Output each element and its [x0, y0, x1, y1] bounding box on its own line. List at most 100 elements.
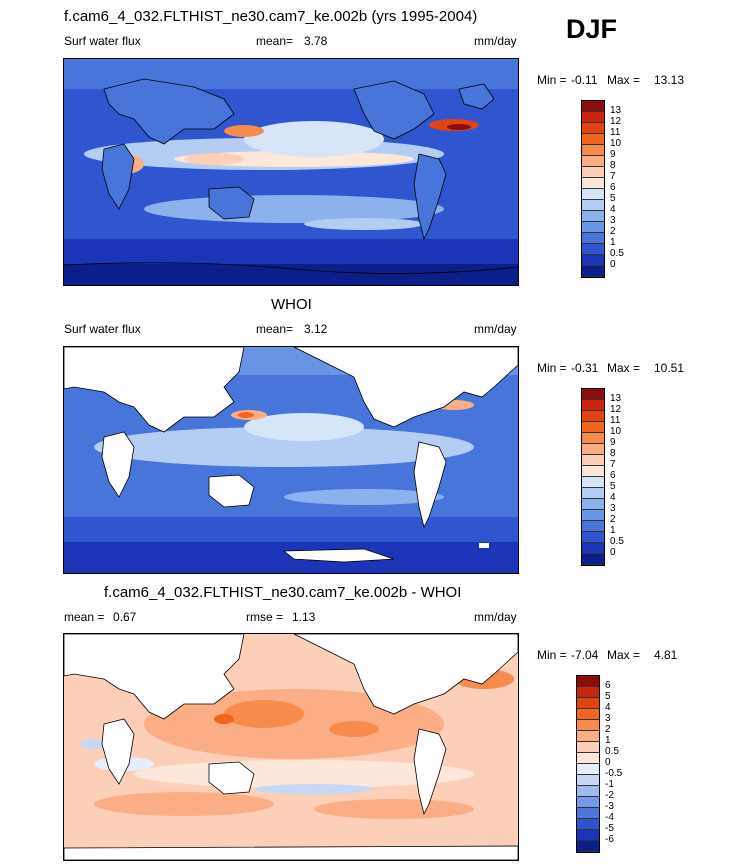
colorbar-swatch — [577, 775, 599, 786]
panel1-tick: 0.5 — [610, 248, 624, 259]
colorbar-swatch — [582, 189, 604, 200]
colorbar-swatch — [577, 764, 599, 775]
panel2-max-value: 10.51 — [654, 361, 685, 375]
panel3-tick: 6 — [605, 680, 611, 691]
panel2-mean-label: mean= — [256, 322, 294, 336]
panel2-tick: 8 — [610, 448, 616, 459]
panel3-units: mm/day — [474, 610, 517, 624]
panel1-tick: 2 — [610, 226, 616, 237]
colorbar-swatch — [582, 455, 604, 466]
colorbar-swatch — [577, 731, 599, 742]
panel3-tick: 2 — [605, 724, 611, 735]
panel1-mean-value: 3.78 — [304, 34, 328, 48]
colorbar-swatch — [582, 134, 604, 145]
colorbar-swatch — [582, 233, 604, 244]
colorbar-swatch — [577, 819, 599, 830]
panel2-min-label: Min = — [537, 361, 567, 375]
colorbar-swatch — [582, 123, 604, 134]
colorbar-swatch — [582, 543, 604, 554]
panel3-tick: -4 — [605, 812, 614, 823]
panel3-tick: -5 — [605, 823, 614, 834]
panel2-min-value: -0.31 — [571, 361, 599, 375]
panel2-tick: 2 — [610, 514, 616, 525]
panel3-rmse-value: 1.13 — [292, 610, 316, 624]
panel1-mean-label: mean= — [256, 34, 294, 48]
colorbar-swatch — [577, 841, 599, 852]
panel1-tick: 6 — [610, 182, 616, 193]
colorbar-swatch — [582, 255, 604, 266]
panel3-max-value: 4.81 — [654, 648, 678, 662]
colorbar-swatch — [582, 389, 604, 400]
panel2-tick: 4 — [610, 492, 616, 503]
panel1-title: f.cam6_4_032.FLTHIST_ne30.cam7_ke.002b (… — [64, 8, 478, 25]
panel3-mean-value: 0.67 — [113, 610, 137, 624]
panel1-tick: 10 — [610, 138, 622, 149]
colorbar-swatch — [582, 499, 604, 510]
panel1-colorbar-box — [581, 100, 605, 278]
panel2-tick: 0.5 — [610, 536, 624, 547]
panel1-tick: 4 — [610, 204, 616, 215]
colorbar-swatch — [582, 156, 604, 167]
panel3-tick: -3 — [605, 801, 614, 812]
panel1-map — [63, 58, 519, 286]
colorbar-swatch — [582, 266, 604, 277]
colorbar-swatch — [582, 211, 604, 222]
colorbar-swatch — [582, 510, 604, 521]
colorbar-swatch — [577, 808, 599, 819]
panel3-tick: 4 — [605, 702, 611, 713]
panel2-title: WHOI — [271, 296, 312, 313]
colorbar-swatch — [582, 178, 604, 189]
colorbar-swatch — [582, 466, 604, 477]
panel1-tick: 9 — [610, 149, 616, 160]
colorbar-swatch — [582, 145, 604, 156]
panel3-max-label: Max = — [607, 648, 641, 662]
panel2-tick: 1 — [610, 525, 616, 536]
colorbar-swatch — [577, 742, 599, 753]
colorbar-swatch — [582, 488, 604, 499]
panel2-tick: 12 — [610, 404, 622, 415]
colorbar-swatch — [577, 753, 599, 764]
colorbar-swatch — [577, 676, 599, 687]
panel3-tick: 0.5 — [605, 746, 619, 757]
panel3-tick: -1 — [605, 779, 614, 790]
panel1-min-value: -0.11 — [571, 73, 598, 87]
panel1-tick: 7 — [610, 171, 616, 182]
panel2-tick: 5 — [610, 481, 616, 492]
colorbar-swatch — [582, 554, 604, 565]
panel3-tick: -2 — [605, 790, 614, 801]
colorbar-swatch — [577, 797, 599, 808]
colorbar-swatch — [577, 720, 599, 731]
colorbar-swatch — [577, 786, 599, 797]
panel1-max-label: Max = — [607, 73, 641, 87]
panel1-tick: 12 — [610, 116, 622, 127]
panel1-tick: 1 — [610, 237, 616, 248]
colorbar-swatch — [582, 112, 604, 123]
panel1-min-label: Min = — [537, 73, 567, 87]
colorbar-swatch — [582, 200, 604, 211]
panel2-max-label: Max = — [607, 361, 641, 375]
panel1-tick: 3 — [610, 215, 616, 226]
colorbar-swatch — [582, 222, 604, 233]
panel3-rmse-label: rmse = — [246, 610, 284, 624]
colorbar-swatch — [582, 532, 604, 543]
colorbar-swatch — [582, 244, 604, 255]
panel3-tick: 0 — [605, 757, 611, 768]
colorbar-swatch — [582, 167, 604, 178]
panel2-colorbar-box — [581, 388, 605, 566]
panel3-colorbar-box — [576, 675, 600, 853]
colorbar-swatch — [582, 477, 604, 488]
colorbar-swatch — [582, 411, 604, 422]
panel3-mean-label: mean = — [64, 610, 105, 624]
panel2-tick: 11 — [610, 415, 621, 426]
panel2-mean-value: 3.12 — [304, 322, 328, 336]
panel2-tick: 13 — [610, 393, 622, 404]
panel2-map — [63, 346, 519, 574]
colorbar-swatch — [582, 433, 604, 444]
panel3-map — [63, 633, 519, 861]
panel3-tick: -0.5 — [605, 768, 623, 779]
panel2-units: mm/day — [474, 322, 517, 336]
panel1-tick: 13 — [610, 105, 622, 116]
panel1-tick: 5 — [610, 193, 616, 204]
panel1-tick: 11 — [610, 127, 621, 138]
colorbar-swatch — [582, 400, 604, 411]
